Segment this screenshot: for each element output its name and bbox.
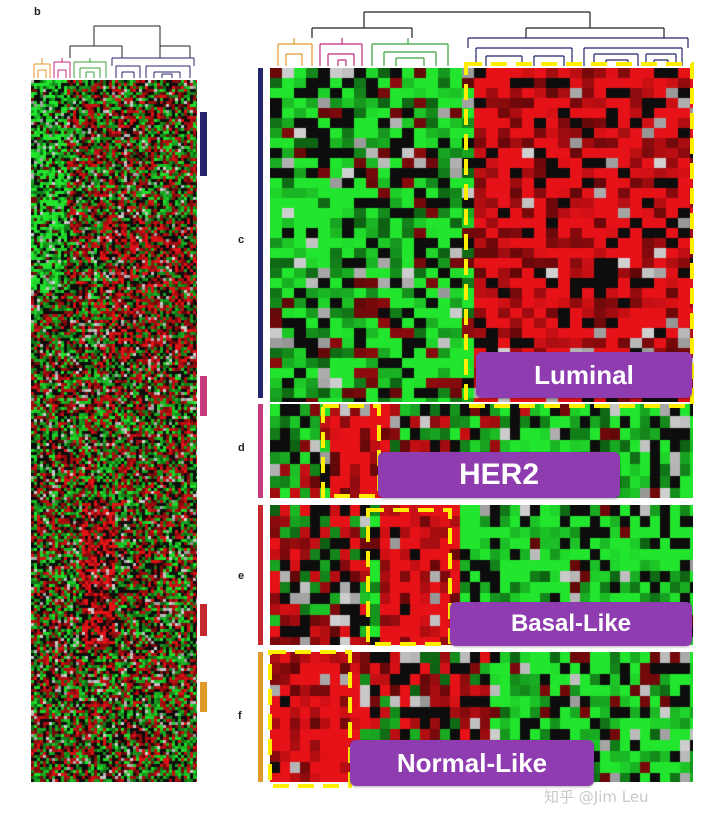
group-bar-basal [258,505,263,645]
dendrogram-green-branch [73,58,107,78]
panel-label-f: f [238,710,242,722]
watermark-text: 知乎 @Jim Leu [544,788,649,806]
dendrogram-orange-branch [33,58,51,78]
callout-normal: Normal-Like [350,740,594,786]
overview-marker-her2 [200,376,207,416]
zoom-dendrogram-green [371,38,449,66]
highlight-box-luminal [464,62,694,408]
panel-label-b: b [34,6,41,18]
dendrogram-root [69,25,191,58]
highlight-box-her2 [321,404,381,498]
heatmap-panel-luminal [270,68,693,402]
overview-heatmap [31,80,197,782]
dendrogram-pink-branch [53,58,71,78]
highlight-box-basal [366,508,452,646]
panel-label-c: c [238,234,245,246]
overview-dendrogram [33,25,195,78]
group-bar-luminal [258,68,263,398]
group-bar-her2 [258,404,263,498]
zoom-dendrogram-root [311,11,665,38]
zoom-dendrogram-pink [319,38,363,66]
zoom-dendrogram [277,11,689,66]
callout-luminal: Luminal [476,352,692,398]
zoom-dendrogram-blue [467,37,689,66]
overview-marker-normal [200,682,207,712]
dendrogram-blue-branch [111,57,195,78]
group-bar-normal [258,652,263,782]
panel-label-d: d [238,442,245,454]
panel-label-e: e [238,570,245,582]
overview-marker-basal [200,604,207,636]
zoom-dendrogram-orange [277,38,313,66]
overview-marker-luminal [200,112,207,176]
highlight-box-normal [268,650,352,788]
callout-her2: HER2 [378,452,620,498]
callout-basal: Basal-Like [450,602,692,646]
